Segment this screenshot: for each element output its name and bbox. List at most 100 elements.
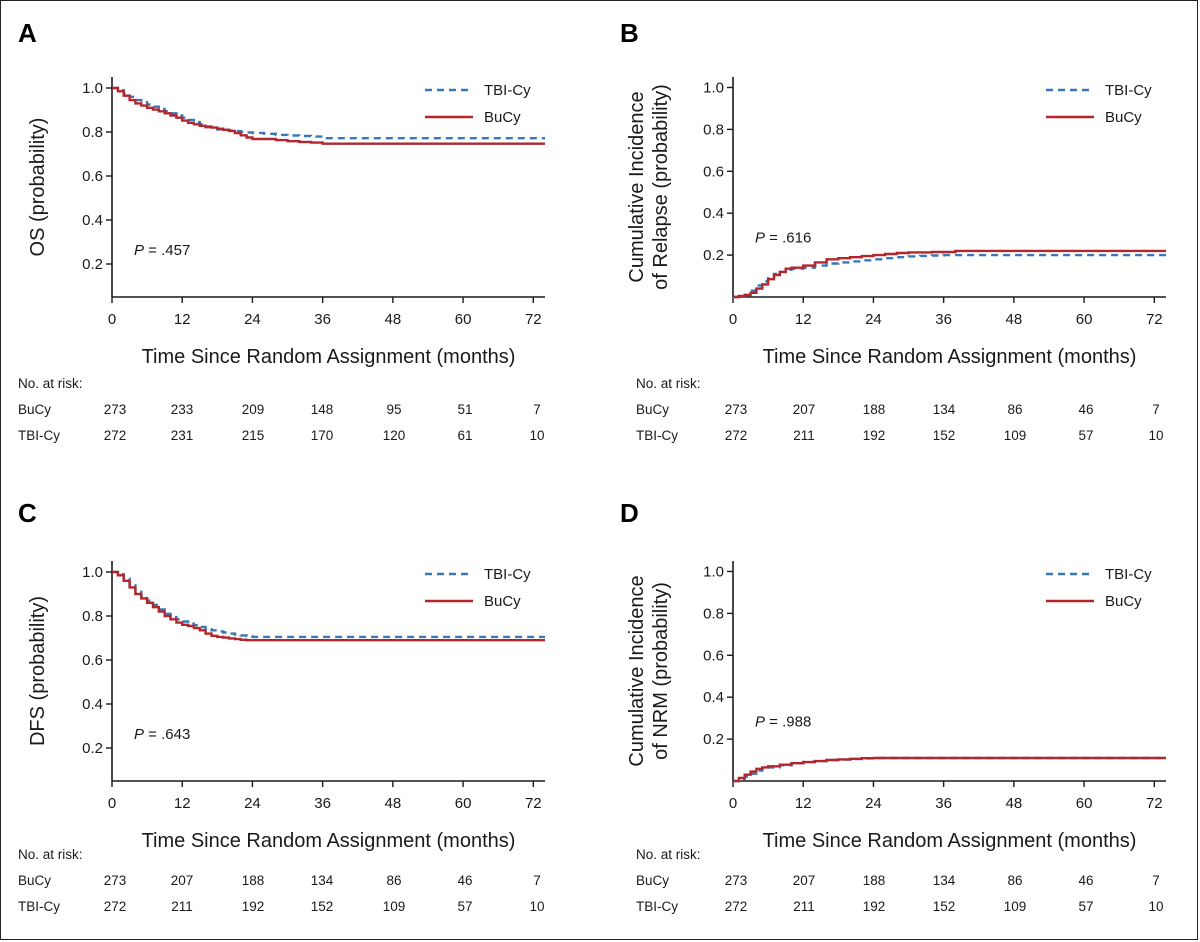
- risk-cell: 10: [529, 899, 544, 914]
- x-tick-label: 24: [865, 795, 882, 812]
- y-tick-label: 1.0: [703, 79, 724, 96]
- risk-table-header: No. at risk:: [636, 376, 701, 391]
- x-tick-label: 48: [1006, 311, 1023, 328]
- panel-letter: A: [18, 18, 37, 48]
- y-axis-title: DFS (probability): [27, 596, 49, 746]
- x-tick-label: 36: [935, 311, 952, 328]
- risk-cell: 46: [1078, 873, 1093, 888]
- chart-svg: A 0.2 0.4 0.6 0.8 1.0 0 12 24 36 48 60 72 Time Since …: [18, 18, 545, 443]
- x-tick-label: 48: [1006, 795, 1023, 812]
- risk-cell: 86: [1007, 402, 1022, 417]
- x-tick-label: 36: [314, 795, 331, 812]
- p-label: P: [755, 714, 765, 731]
- x-tick-label: 12: [795, 311, 812, 328]
- x-tick-label: 24: [244, 311, 261, 328]
- y-tick-label: 0.8: [703, 605, 724, 622]
- x-tick-label: 60: [1076, 311, 1093, 328]
- risk-cell: 95: [386, 402, 401, 417]
- y-tick-label: 0.6: [703, 647, 724, 664]
- panel-d: D 0.2 0.4 0.6 0.8 1.0 0 12 24 36 48 60 72 Time Since …: [600, 471, 1200, 942]
- x-tick-label: 36: [314, 311, 331, 328]
- risk-cell: 272: [104, 899, 127, 914]
- risk-cell: 61: [457, 428, 472, 443]
- x-tick-label: 72: [525, 311, 542, 328]
- series-line-bucy: [112, 86, 545, 145]
- y-axis-title: Cumulative Incidence: [626, 575, 648, 766]
- risk-cell: 152: [933, 899, 956, 914]
- risk-cell: 211: [793, 428, 815, 443]
- risk-cell: 272: [104, 428, 127, 443]
- risk-cell: 46: [1078, 402, 1093, 417]
- x-axis-title: Time Since Random Assignment (months): [763, 830, 1137, 852]
- legend-label-tbi-cy: TBI-Cy: [484, 82, 531, 99]
- series-line-tbi-cy: [733, 756, 1166, 783]
- risk-table-header: No. at risk:: [636, 847, 701, 862]
- risk-cell: 192: [242, 899, 265, 914]
- risk-cell: 46: [457, 873, 472, 888]
- y-axis-title: of NRM (probability): [650, 582, 672, 760]
- risk-cell: 86: [386, 873, 401, 888]
- risk-cell: 273: [104, 873, 127, 888]
- x-axis-title: Time Since Random Assignment (months): [142, 346, 516, 368]
- risk-cell: 211: [171, 899, 193, 914]
- risk-cell: 134: [933, 402, 956, 417]
- risk-cell: 109: [383, 899, 406, 914]
- risk-cell: 192: [863, 899, 886, 914]
- series-line-tbi-cy: [112, 86, 545, 140]
- risk-cell: 207: [171, 873, 194, 888]
- series-line-bucy: [733, 249, 1166, 299]
- y-tick-label: 1.0: [703, 563, 724, 580]
- x-tick-label: 72: [525, 795, 542, 812]
- y-tick-label: 0.4: [703, 689, 724, 706]
- risk-cell: 7: [533, 873, 541, 888]
- series-line-bucy: [733, 756, 1166, 783]
- risk-cell: 207: [793, 873, 816, 888]
- risk-cell: 215: [242, 428, 265, 443]
- series-line-tbi-cy: [112, 570, 545, 639]
- p-value: = .643: [144, 726, 190, 743]
- risk-cell: 231: [171, 428, 194, 443]
- chart-svg: B 0.2 0.4 0.6 0.8 1.0 0 12 24 36 48 60 72 Time Since …: [620, 18, 1166, 443]
- legend-label-tbi-cy: TBI-Cy: [1105, 82, 1152, 99]
- risk-cell: 209: [242, 402, 265, 417]
- legend-label-tbi-cy: TBI-Cy: [484, 566, 531, 583]
- risk-cell: 109: [1004, 899, 1027, 914]
- legend-label-bucy: BuCy: [1105, 593, 1142, 610]
- risk-row-label: BuCy: [18, 402, 51, 417]
- p-value: = .457: [144, 242, 190, 259]
- x-tick-label: 24: [244, 795, 261, 812]
- legend-label-bucy: BuCy: [484, 109, 521, 126]
- legend-label-bucy: BuCy: [484, 593, 521, 610]
- risk-cell: 7: [1152, 402, 1160, 417]
- x-tick-label: 0: [108, 311, 116, 328]
- p-value-annotation: P = .643: [134, 726, 190, 743]
- panel-letter: C: [18, 498, 37, 528]
- y-tick-label: 1.0: [82, 564, 103, 581]
- risk-cell: 273: [725, 873, 748, 888]
- risk-row-label: TBI-Cy: [636, 428, 678, 443]
- x-tick-label: 72: [1146, 311, 1163, 328]
- risk-cell: 57: [457, 899, 472, 914]
- x-tick-label: 48: [385, 311, 402, 328]
- risk-cell: 10: [1148, 899, 1163, 914]
- panel-c: C 0.2 0.4 0.6 0.8 1.0 0 12 24 36 48 60 72 Time Since …: [0, 471, 600, 942]
- x-tick-label: 60: [1076, 795, 1093, 812]
- risk-cell: 188: [863, 402, 886, 417]
- p-value-annotation: P = .616: [755, 230, 811, 247]
- risk-cell: 188: [863, 873, 886, 888]
- p-value-annotation: P = .457: [134, 242, 190, 259]
- x-tick-label: 24: [865, 311, 882, 328]
- risk-row-label: TBI-Cy: [18, 428, 60, 443]
- panel-letter: D: [620, 498, 639, 528]
- p-label: P: [134, 726, 144, 743]
- risk-cell: 233: [171, 402, 194, 417]
- risk-cell: 207: [793, 402, 816, 417]
- legend-label-bucy: BuCy: [1105, 109, 1142, 126]
- y-axis-title: of Relapse (probability): [650, 84, 672, 290]
- y-tick-label: 0.2: [703, 247, 724, 264]
- y-tick-label: 0.4: [703, 205, 724, 222]
- y-tick-label: 0.4: [82, 696, 103, 713]
- x-tick-label: 12: [174, 795, 191, 812]
- p-value: = .988: [765, 714, 811, 731]
